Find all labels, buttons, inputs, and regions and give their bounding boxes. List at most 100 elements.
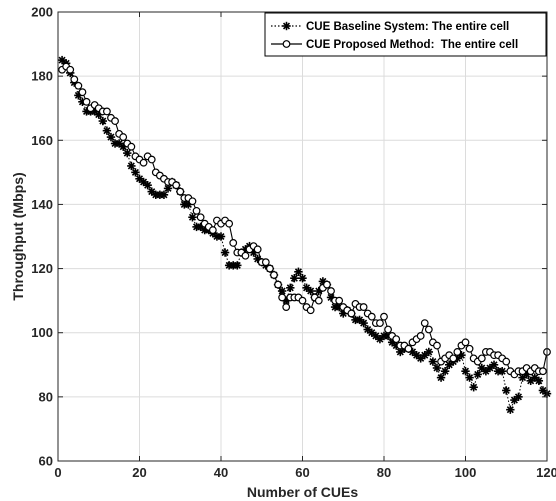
y-tick-label: 140 <box>31 197 53 212</box>
x-tick-label: 80 <box>377 465 391 480</box>
baseline-point <box>220 248 230 257</box>
baseline-point <box>436 373 446 382</box>
tick-labels: 0 20 40 60 80 100 120 60 80 100 120 140 160 180 200 <box>31 5 556 481</box>
series-layer <box>57 55 552 414</box>
baseline-point <box>461 367 470 376</box>
proposed-point <box>359 303 368 311</box>
y-tick-label: 80 <box>39 389 53 404</box>
proposed-point <box>278 293 287 302</box>
y-axis-label: Throughput (Mbps) <box>10 172 26 300</box>
proposed-point <box>433 341 441 350</box>
baseline-point <box>306 286 315 296</box>
x-tick-label: 120 <box>536 465 556 480</box>
proposed-point <box>539 367 547 376</box>
baseline-point <box>424 347 434 357</box>
legend-label-proposed: CUE Proposed Method: The entire cell <box>306 39 518 51</box>
baseline-point <box>159 190 169 200</box>
proposed-point <box>367 312 376 321</box>
y-tick-label: 120 <box>31 261 53 276</box>
proposed-point <box>477 354 486 363</box>
x-tick-label: 60 <box>295 465 309 480</box>
proposed-point <box>461 338 470 347</box>
proposed-point <box>347 309 356 318</box>
y-tick-label: 160 <box>31 133 53 148</box>
series-proposed <box>58 62 551 379</box>
proposed-point <box>139 158 148 167</box>
proposed-point <box>327 287 335 295</box>
baseline-point <box>534 376 544 386</box>
baseline-point <box>290 273 299 283</box>
legend-circle-icon <box>282 40 291 48</box>
proposed-point <box>147 155 156 164</box>
x-tick-label: 100 <box>455 465 477 480</box>
proposed-point <box>392 335 401 344</box>
baseline-point <box>143 180 152 190</box>
x-tick-label: 0 <box>54 465 61 480</box>
legend-asterisk-icon <box>282 21 291 31</box>
series-baseline <box>57 55 552 414</box>
proposed-point <box>102 107 111 116</box>
baseline-point <box>497 367 507 376</box>
baseline-point <box>440 367 450 376</box>
baseline-point <box>131 168 140 177</box>
proposed-point <box>127 142 136 151</box>
proposed-point <box>306 306 315 315</box>
baseline-point <box>127 161 136 171</box>
baseline-point <box>294 267 303 276</box>
proposed-point <box>282 303 291 311</box>
proposed-point <box>465 344 474 353</box>
proposed-point <box>172 181 181 190</box>
baseline-point <box>469 383 478 392</box>
proposed-point <box>424 325 433 334</box>
baseline-point <box>106 132 116 142</box>
proposed-point <box>384 325 392 334</box>
y-tick-label: 200 <box>31 5 53 20</box>
proposed-point <box>270 271 278 279</box>
baseline-point <box>465 373 474 382</box>
proposed-point <box>208 226 217 234</box>
proposed-point <box>298 296 307 305</box>
proposed-point <box>449 354 458 363</box>
baseline-point <box>506 405 515 414</box>
proposed-point <box>241 251 250 260</box>
baseline-point <box>277 286 287 296</box>
proposed-point <box>111 117 119 125</box>
baseline-point <box>98 116 108 126</box>
baseline-point <box>286 283 295 293</box>
proposed-point <box>502 357 511 366</box>
proposed-point <box>420 319 429 327</box>
proposed-point <box>66 65 75 74</box>
legend-label-baseline: CUE Baseline System: The entire cell <box>306 21 509 33</box>
baseline-point <box>188 213 197 222</box>
y-tick-label: 180 <box>31 69 53 84</box>
proposed-point <box>225 219 234 228</box>
proposed-point <box>74 81 83 90</box>
y-tick-label: 60 <box>39 454 53 469</box>
proposed-point <box>253 245 262 254</box>
x-tick-label: 20 <box>132 465 146 480</box>
proposed-point <box>376 319 384 327</box>
proposed-point <box>176 187 185 196</box>
proposed-point <box>82 97 91 106</box>
x-tick-label: 40 <box>214 465 228 480</box>
proposed-point <box>416 332 425 340</box>
x-axis-label: Number of CUEs <box>247 484 358 500</box>
baseline-point <box>514 392 523 402</box>
proposed-point <box>261 258 270 267</box>
baseline-point <box>119 142 128 151</box>
proposed-point <box>119 133 128 141</box>
baseline-point <box>216 232 226 241</box>
baseline-point <box>359 318 368 328</box>
proposed-point <box>192 206 201 215</box>
baseline-point <box>102 126 112 135</box>
legend: CUE Baseline System: The entire cell CUE… <box>264 12 547 57</box>
legend-marker-proposed <box>282 40 291 48</box>
proposed-point <box>188 197 197 206</box>
baseline-point <box>502 386 511 395</box>
proposed-point <box>323 280 331 289</box>
proposed-point <box>380 312 388 321</box>
baseline-point <box>473 370 482 379</box>
baseline-point <box>428 357 438 366</box>
proposed-point <box>78 88 87 97</box>
